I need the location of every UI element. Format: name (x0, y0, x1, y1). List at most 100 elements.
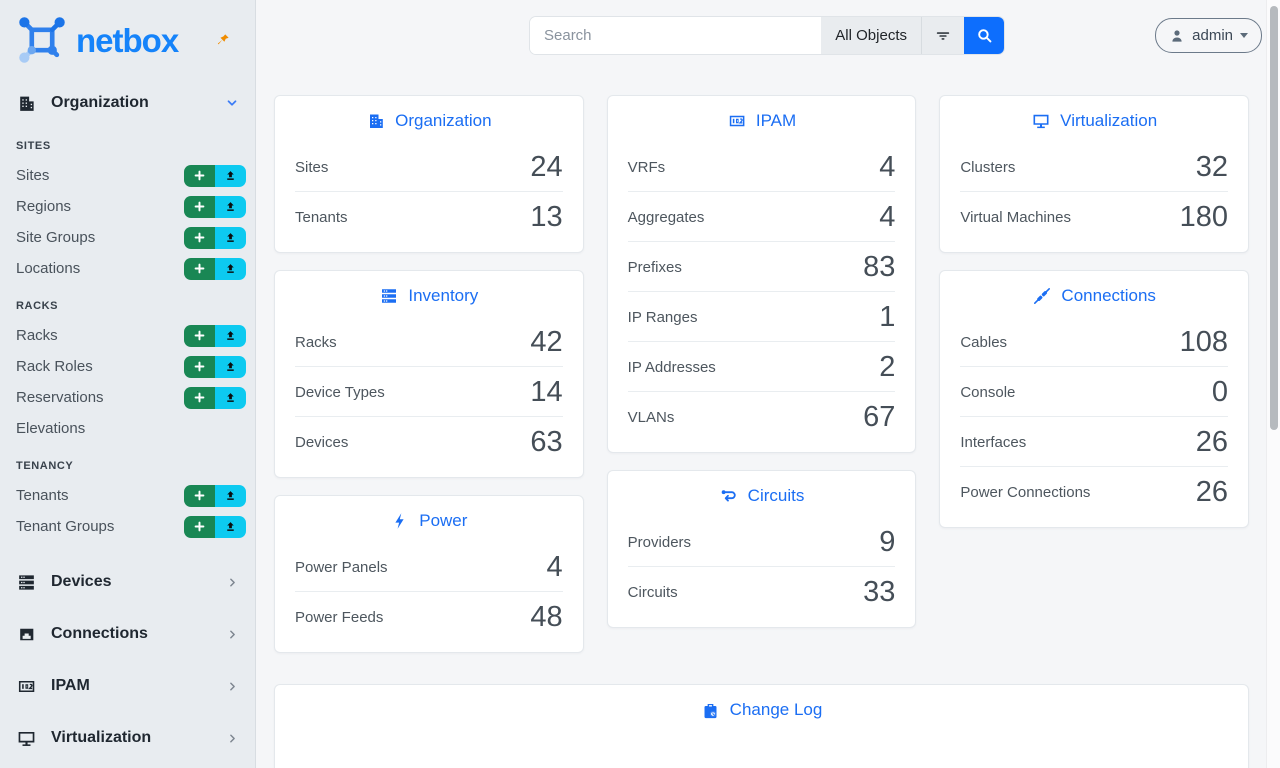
search-button[interactable] (964, 17, 1004, 54)
card-virtualization: Virtualization Clusters 32 Virtual Machi… (939, 95, 1250, 253)
sidebar-link[interactable]: Tenant Groups (16, 518, 115, 535)
card-title-text: Connections (1061, 286, 1156, 305)
stat-value[interactable]: 0 (1211, 375, 1229, 408)
stat-value[interactable]: 26 (1195, 476, 1229, 508)
sidebar-group-connections[interactable]: Connections (0, 608, 255, 660)
filter-button[interactable] (921, 17, 964, 54)
buildings-icon (16, 92, 38, 114)
stat-row: Cables 108 (960, 317, 1229, 367)
stat-row: Device Types 14 (295, 367, 563, 417)
card-title-text: Organization (395, 111, 492, 130)
stat-label: Providers (627, 533, 692, 551)
user-menu-button[interactable]: admin (1155, 18, 1262, 53)
stat-value[interactable]: 26 (1195, 425, 1229, 458)
stat-value[interactable]: 83 (863, 250, 896, 283)
search-input[interactable] (530, 17, 822, 54)
card-title-link[interactable]: Circuits (608, 471, 916, 517)
stat-value[interactable]: 67 (863, 401, 896, 433)
add-button[interactable] (184, 355, 215, 378)
sidebar-link[interactable]: Racks (16, 327, 58, 344)
import-button[interactable] (215, 515, 246, 538)
stat-value[interactable]: 32 (1195, 150, 1229, 183)
stat-row: Interfaces 26 (960, 417, 1229, 467)
stat-value[interactable]: 63 (530, 426, 563, 458)
sidebar-group-devices[interactable]: Devices (0, 556, 255, 608)
stat-value[interactable]: 1 (879, 300, 896, 333)
sidebar-link[interactable]: Rack Roles (16, 358, 93, 375)
sidebar-group-label: Organization (51, 94, 149, 111)
card-title-link[interactable]: Change Log (275, 685, 1248, 731)
stat-value[interactable]: 2 (879, 350, 896, 383)
stat-label: Power Panels (295, 558, 388, 576)
section-title-tenancy: TENANCY (16, 460, 74, 472)
import-button[interactable] (215, 257, 246, 280)
add-button[interactable] (184, 484, 215, 507)
sidebar-link[interactable]: Site Groups (16, 229, 96, 246)
add-button[interactable] (184, 257, 215, 280)
section-title-sites: SITES (16, 140, 51, 152)
scrollbar-thumb[interactable] (1270, 6, 1278, 430)
stat-value[interactable]: 14 (530, 375, 563, 408)
sidebar-link[interactable]: Sites (16, 167, 50, 184)
stat-row: Power Connections 26 (960, 467, 1228, 517)
clipboard-clock-icon (701, 700, 721, 720)
transfer-icon (719, 486, 739, 506)
stat-value[interactable]: 4 (546, 550, 563, 583)
add-button[interactable] (184, 226, 215, 249)
card-title-text: Virtualization (1060, 111, 1158, 130)
stat-value[interactable]: 4 (879, 150, 896, 183)
sidebar-group-virtualization[interactable]: Virtualization (0, 712, 255, 764)
stat-value[interactable]: 33 (863, 576, 896, 608)
import-button[interactable] (215, 195, 246, 218)
stat-value[interactable]: 13 (530, 201, 563, 233)
cable-icon (1032, 286, 1052, 306)
monitor-icon (16, 727, 38, 749)
add-button[interactable] (184, 164, 215, 187)
sidebar-link[interactable]: Locations (16, 260, 81, 277)
add-button[interactable] (184, 515, 215, 538)
import-button[interactable] (215, 164, 246, 187)
add-button[interactable] (184, 386, 215, 409)
stat-row: Providers 9 (627, 517, 896, 567)
add-button[interactable] (184, 195, 215, 218)
card-title-link[interactable]: Inventory (275, 271, 583, 317)
card-title-link[interactable]: IPAM (608, 96, 916, 142)
import-button[interactable] (215, 484, 246, 507)
netbox-logo[interactable]: netbox (16, 14, 179, 66)
stat-row: Prefixes 83 (627, 242, 896, 292)
sidebar-group-label: Virtualization (51, 729, 152, 746)
stat-row: VRFs 4 (627, 142, 896, 192)
sidebar-item-tenants: Tenants (0, 480, 255, 511)
stat-label: Tenants (295, 209, 348, 226)
user-name: admin (1192, 27, 1233, 44)
card-title-link[interactable]: Connections (940, 271, 1248, 317)
stat-value[interactable]: 9 (879, 525, 896, 558)
import-button[interactable] (215, 355, 246, 378)
stat-value[interactable]: 24 (530, 150, 563, 183)
counter-icon (727, 111, 747, 131)
chevron-right-icon (226, 732, 239, 745)
sidebar-group-ipam[interactable]: IPAM (0, 660, 255, 712)
card-title-link[interactable]: Organization (275, 96, 583, 142)
search-scope-dropdown[interactable]: All Objects (821, 17, 921, 54)
sidebar-group-organization[interactable]: Organization (0, 82, 255, 124)
add-button[interactable] (184, 324, 215, 347)
import-button[interactable] (215, 386, 246, 409)
stat-value[interactable]: 180 (1179, 201, 1229, 233)
import-button[interactable] (215, 324, 246, 347)
stat-value[interactable]: 48 (530, 601, 563, 633)
card-title-text: Circuits (747, 486, 805, 505)
stat-value[interactable]: 42 (530, 325, 563, 358)
stat-value[interactable]: 4 (879, 200, 896, 233)
sidebar-link[interactable]: Elevations (16, 420, 86, 437)
pin-icon[interactable] (212, 30, 233, 51)
card-title-link[interactable]: Virtualization (940, 96, 1248, 142)
sidebar-link[interactable]: Tenants (16, 487, 69, 504)
sidebar-link[interactable]: Regions (16, 198, 72, 215)
card-title-link[interactable]: Power (275, 496, 583, 542)
sidebar-item-reservations: Reservations (0, 382, 255, 413)
stat-value[interactable]: 108 (1179, 325, 1229, 358)
filter-icon (934, 27, 952, 45)
sidebar-link[interactable]: Reservations (16, 389, 104, 406)
import-button[interactable] (215, 226, 246, 249)
